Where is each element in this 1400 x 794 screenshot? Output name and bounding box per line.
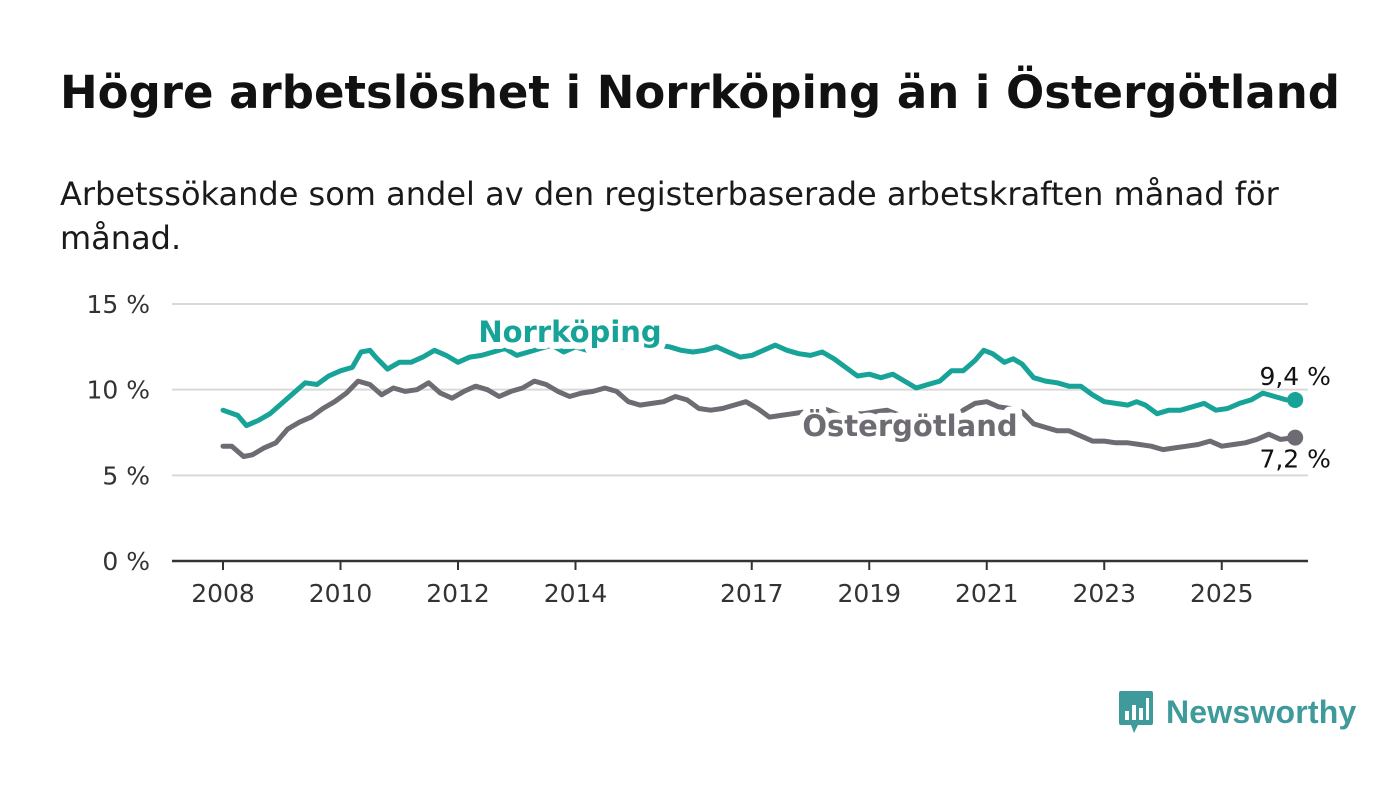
chart-subtitle: Arbetssökande som andel av den registerb… [60, 175, 1279, 257]
x-tick-label: 2012 [426, 579, 490, 608]
series-end-value-label: 9,4 % [1259, 362, 1330, 391]
series-label: Östergötland [802, 409, 1017, 443]
series-label: Norrköping [478, 315, 661, 349]
x-tick-label: 2021 [955, 579, 1019, 608]
x-tick-label: 2017 [720, 579, 784, 608]
series-label-halo: Östergötland [802, 409, 1017, 443]
x-tick-label: 2023 [1072, 579, 1136, 608]
series-endpoint [1287, 429, 1304, 446]
x-tick-label: 2008 [191, 579, 255, 608]
chart-title: Högre arbetslöshet i Norrköping än i Öst… [60, 66, 1340, 119]
series-line-norrkoping [220, 339, 1298, 429]
series-end-value-label: 7,2 % [1259, 445, 1330, 474]
bar-chart-speech-bubble-icon [1119, 691, 1153, 733]
x-tick-label: 2010 [309, 579, 373, 608]
x-tick-label: 2014 [544, 579, 608, 608]
x-tick-label: 2025 [1190, 579, 1254, 608]
series-line-ostergotland [220, 378, 1298, 459]
y-tick-label: 10 % [86, 376, 150, 405]
brand-name: Newsworthy [1166, 693, 1357, 730]
series-label-halo: Norrköping [478, 315, 661, 349]
series-endpoint [1287, 391, 1304, 408]
y-tick-label: 5 % [102, 461, 150, 490]
y-tick-label: 15 % [86, 290, 150, 319]
x-tick-label: 2019 [837, 579, 901, 608]
y-tick-label: 0 % [102, 547, 150, 576]
newsworthy-logo: Newsworthy [1118, 690, 1356, 734]
